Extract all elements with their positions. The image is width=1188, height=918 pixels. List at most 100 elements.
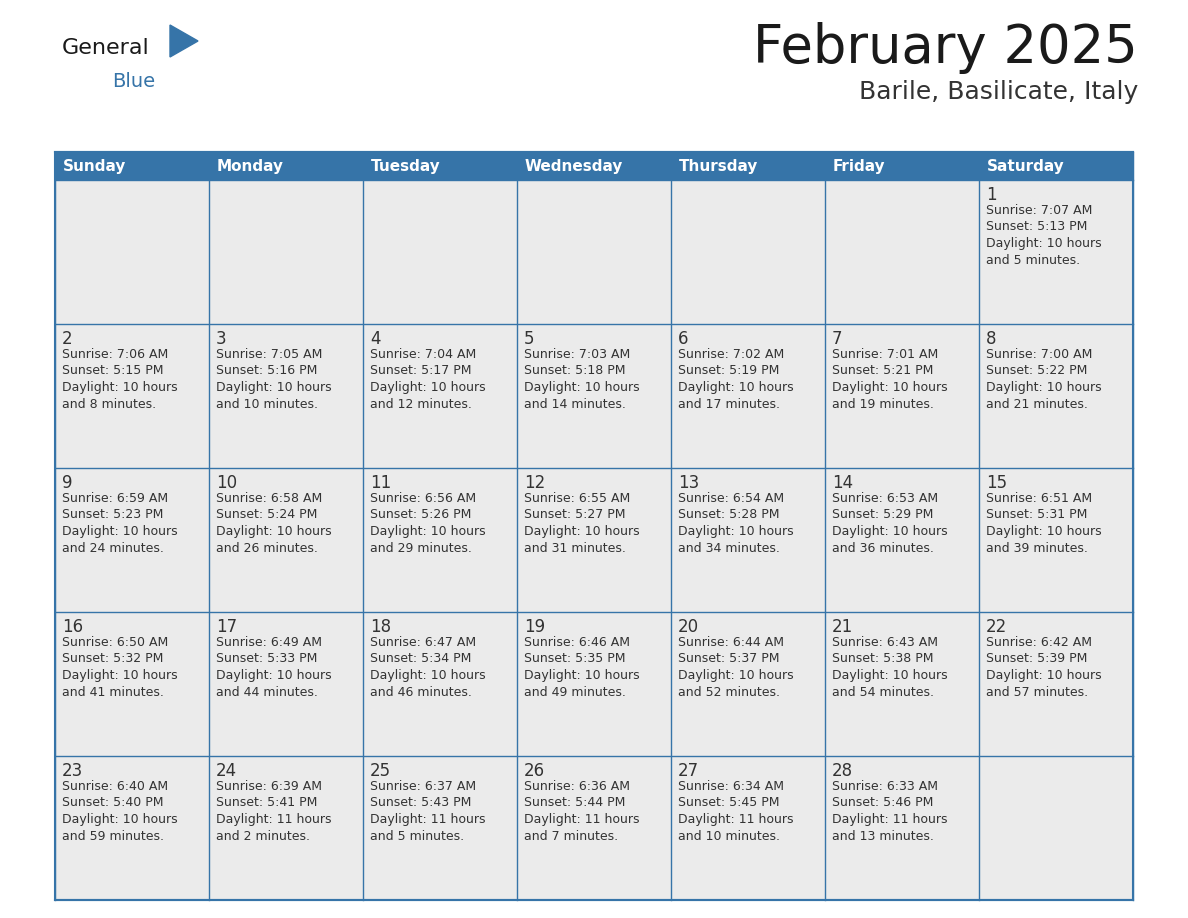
Bar — [55, 152, 1133, 900]
Bar — [55, 180, 209, 324]
Text: 13: 13 — [678, 474, 700, 492]
Text: Barile, Basilicate, Italy: Barile, Basilicate, Italy — [859, 80, 1138, 104]
Bar — [824, 180, 979, 324]
Bar — [209, 324, 364, 468]
Bar — [55, 152, 209, 180]
Bar — [55, 756, 209, 900]
Text: Sunrise: 6:56 AM
Sunset: 5:26 PM
Daylight: 10 hours
and 29 minutes.: Sunrise: 6:56 AM Sunset: 5:26 PM Dayligh… — [369, 492, 486, 554]
Text: Sunrise: 6:49 AM
Sunset: 5:33 PM
Daylight: 10 hours
and 44 minutes.: Sunrise: 6:49 AM Sunset: 5:33 PM Dayligh… — [216, 636, 331, 699]
Text: 27: 27 — [678, 762, 699, 780]
Bar — [671, 468, 824, 612]
Text: 10: 10 — [216, 474, 238, 492]
Bar — [517, 324, 671, 468]
Text: General: General — [62, 38, 150, 58]
Text: Sunrise: 6:34 AM
Sunset: 5:45 PM
Daylight: 11 hours
and 10 minutes.: Sunrise: 6:34 AM Sunset: 5:45 PM Dayligh… — [678, 780, 794, 843]
Text: Friday: Friday — [833, 159, 885, 174]
Text: Sunrise: 6:47 AM
Sunset: 5:34 PM
Daylight: 10 hours
and 46 minutes.: Sunrise: 6:47 AM Sunset: 5:34 PM Dayligh… — [369, 636, 486, 699]
Text: Sunrise: 6:39 AM
Sunset: 5:41 PM
Daylight: 11 hours
and 2 minutes.: Sunrise: 6:39 AM Sunset: 5:41 PM Dayligh… — [216, 780, 331, 843]
Bar — [824, 324, 979, 468]
Text: 28: 28 — [832, 762, 853, 780]
Bar — [364, 324, 517, 468]
Text: Blue: Blue — [112, 72, 156, 91]
Text: 2: 2 — [62, 330, 72, 348]
Text: Sunrise: 6:51 AM
Sunset: 5:31 PM
Daylight: 10 hours
and 39 minutes.: Sunrise: 6:51 AM Sunset: 5:31 PM Dayligh… — [986, 492, 1101, 554]
Text: Sunrise: 6:50 AM
Sunset: 5:32 PM
Daylight: 10 hours
and 41 minutes.: Sunrise: 6:50 AM Sunset: 5:32 PM Dayligh… — [62, 636, 178, 699]
Text: 16: 16 — [62, 618, 83, 636]
Bar — [824, 468, 979, 612]
Text: 8: 8 — [986, 330, 997, 348]
Text: 17: 17 — [216, 618, 238, 636]
Text: Sunrise: 7:04 AM
Sunset: 5:17 PM
Daylight: 10 hours
and 12 minutes.: Sunrise: 7:04 AM Sunset: 5:17 PM Dayligh… — [369, 348, 486, 410]
Text: 22: 22 — [986, 618, 1007, 636]
Bar — [209, 152, 364, 180]
Text: Sunrise: 7:06 AM
Sunset: 5:15 PM
Daylight: 10 hours
and 8 minutes.: Sunrise: 7:06 AM Sunset: 5:15 PM Dayligh… — [62, 348, 178, 410]
Text: 5: 5 — [524, 330, 535, 348]
Text: Thursday: Thursday — [680, 159, 758, 174]
Text: Sunrise: 6:58 AM
Sunset: 5:24 PM
Daylight: 10 hours
and 26 minutes.: Sunrise: 6:58 AM Sunset: 5:24 PM Dayligh… — [216, 492, 331, 554]
Bar — [824, 152, 979, 180]
Text: Sunrise: 7:05 AM
Sunset: 5:16 PM
Daylight: 10 hours
and 10 minutes.: Sunrise: 7:05 AM Sunset: 5:16 PM Dayligh… — [216, 348, 331, 410]
Text: 7: 7 — [832, 330, 842, 348]
Bar — [55, 612, 209, 756]
Text: 4: 4 — [369, 330, 380, 348]
Text: Sunrise: 6:33 AM
Sunset: 5:46 PM
Daylight: 11 hours
and 13 minutes.: Sunrise: 6:33 AM Sunset: 5:46 PM Dayligh… — [832, 780, 948, 843]
Text: 20: 20 — [678, 618, 699, 636]
Bar — [364, 180, 517, 324]
Bar — [671, 180, 824, 324]
Bar — [517, 180, 671, 324]
Text: 12: 12 — [524, 474, 545, 492]
Text: Sunrise: 6:46 AM
Sunset: 5:35 PM
Daylight: 10 hours
and 49 minutes.: Sunrise: 6:46 AM Sunset: 5:35 PM Dayligh… — [524, 636, 639, 699]
Bar — [979, 152, 1133, 180]
Text: Sunrise: 6:59 AM
Sunset: 5:23 PM
Daylight: 10 hours
and 24 minutes.: Sunrise: 6:59 AM Sunset: 5:23 PM Dayligh… — [62, 492, 178, 554]
Text: 15: 15 — [986, 474, 1007, 492]
Bar — [517, 152, 671, 180]
Text: 1: 1 — [986, 186, 997, 204]
Text: 18: 18 — [369, 618, 391, 636]
Text: 19: 19 — [524, 618, 545, 636]
Text: 24: 24 — [216, 762, 238, 780]
Text: 23: 23 — [62, 762, 83, 780]
Bar — [209, 612, 364, 756]
Text: Sunrise: 7:01 AM
Sunset: 5:21 PM
Daylight: 10 hours
and 19 minutes.: Sunrise: 7:01 AM Sunset: 5:21 PM Dayligh… — [832, 348, 948, 410]
Polygon shape — [170, 25, 198, 57]
Text: Sunrise: 6:55 AM
Sunset: 5:27 PM
Daylight: 10 hours
and 31 minutes.: Sunrise: 6:55 AM Sunset: 5:27 PM Dayligh… — [524, 492, 639, 554]
Bar — [209, 180, 364, 324]
Text: 25: 25 — [369, 762, 391, 780]
Text: Sunrise: 7:03 AM
Sunset: 5:18 PM
Daylight: 10 hours
and 14 minutes.: Sunrise: 7:03 AM Sunset: 5:18 PM Dayligh… — [524, 348, 639, 410]
Text: Sunrise: 7:00 AM
Sunset: 5:22 PM
Daylight: 10 hours
and 21 minutes.: Sunrise: 7:00 AM Sunset: 5:22 PM Dayligh… — [986, 348, 1101, 410]
Text: 21: 21 — [832, 618, 853, 636]
Text: Sunday: Sunday — [63, 159, 126, 174]
Text: Wednesday: Wednesday — [525, 159, 624, 174]
Text: 9: 9 — [62, 474, 72, 492]
Text: February 2025: February 2025 — [753, 22, 1138, 74]
Bar — [209, 468, 364, 612]
Bar — [364, 612, 517, 756]
Text: 11: 11 — [369, 474, 391, 492]
Bar — [517, 756, 671, 900]
Text: Sunrise: 6:36 AM
Sunset: 5:44 PM
Daylight: 11 hours
and 7 minutes.: Sunrise: 6:36 AM Sunset: 5:44 PM Dayligh… — [524, 780, 639, 843]
Text: 6: 6 — [678, 330, 689, 348]
Bar — [55, 468, 209, 612]
Text: 14: 14 — [832, 474, 853, 492]
Bar — [824, 756, 979, 900]
Bar — [979, 180, 1133, 324]
Text: 3: 3 — [216, 330, 227, 348]
Text: Sunrise: 6:42 AM
Sunset: 5:39 PM
Daylight: 10 hours
and 57 minutes.: Sunrise: 6:42 AM Sunset: 5:39 PM Dayligh… — [986, 636, 1101, 699]
Bar — [824, 612, 979, 756]
Text: Sunrise: 7:07 AM
Sunset: 5:13 PM
Daylight: 10 hours
and 5 minutes.: Sunrise: 7:07 AM Sunset: 5:13 PM Dayligh… — [986, 204, 1101, 266]
Text: Tuesday: Tuesday — [371, 159, 441, 174]
Bar — [979, 612, 1133, 756]
Bar — [671, 612, 824, 756]
Bar — [979, 324, 1133, 468]
Text: Sunrise: 6:37 AM
Sunset: 5:43 PM
Daylight: 11 hours
and 5 minutes.: Sunrise: 6:37 AM Sunset: 5:43 PM Dayligh… — [369, 780, 486, 843]
Bar — [979, 468, 1133, 612]
Bar — [209, 756, 364, 900]
Bar — [671, 324, 824, 468]
Text: Monday: Monday — [217, 159, 284, 174]
Bar — [517, 468, 671, 612]
Text: 26: 26 — [524, 762, 545, 780]
Bar — [364, 152, 517, 180]
Bar — [979, 756, 1133, 900]
Bar — [517, 612, 671, 756]
Bar — [364, 756, 517, 900]
